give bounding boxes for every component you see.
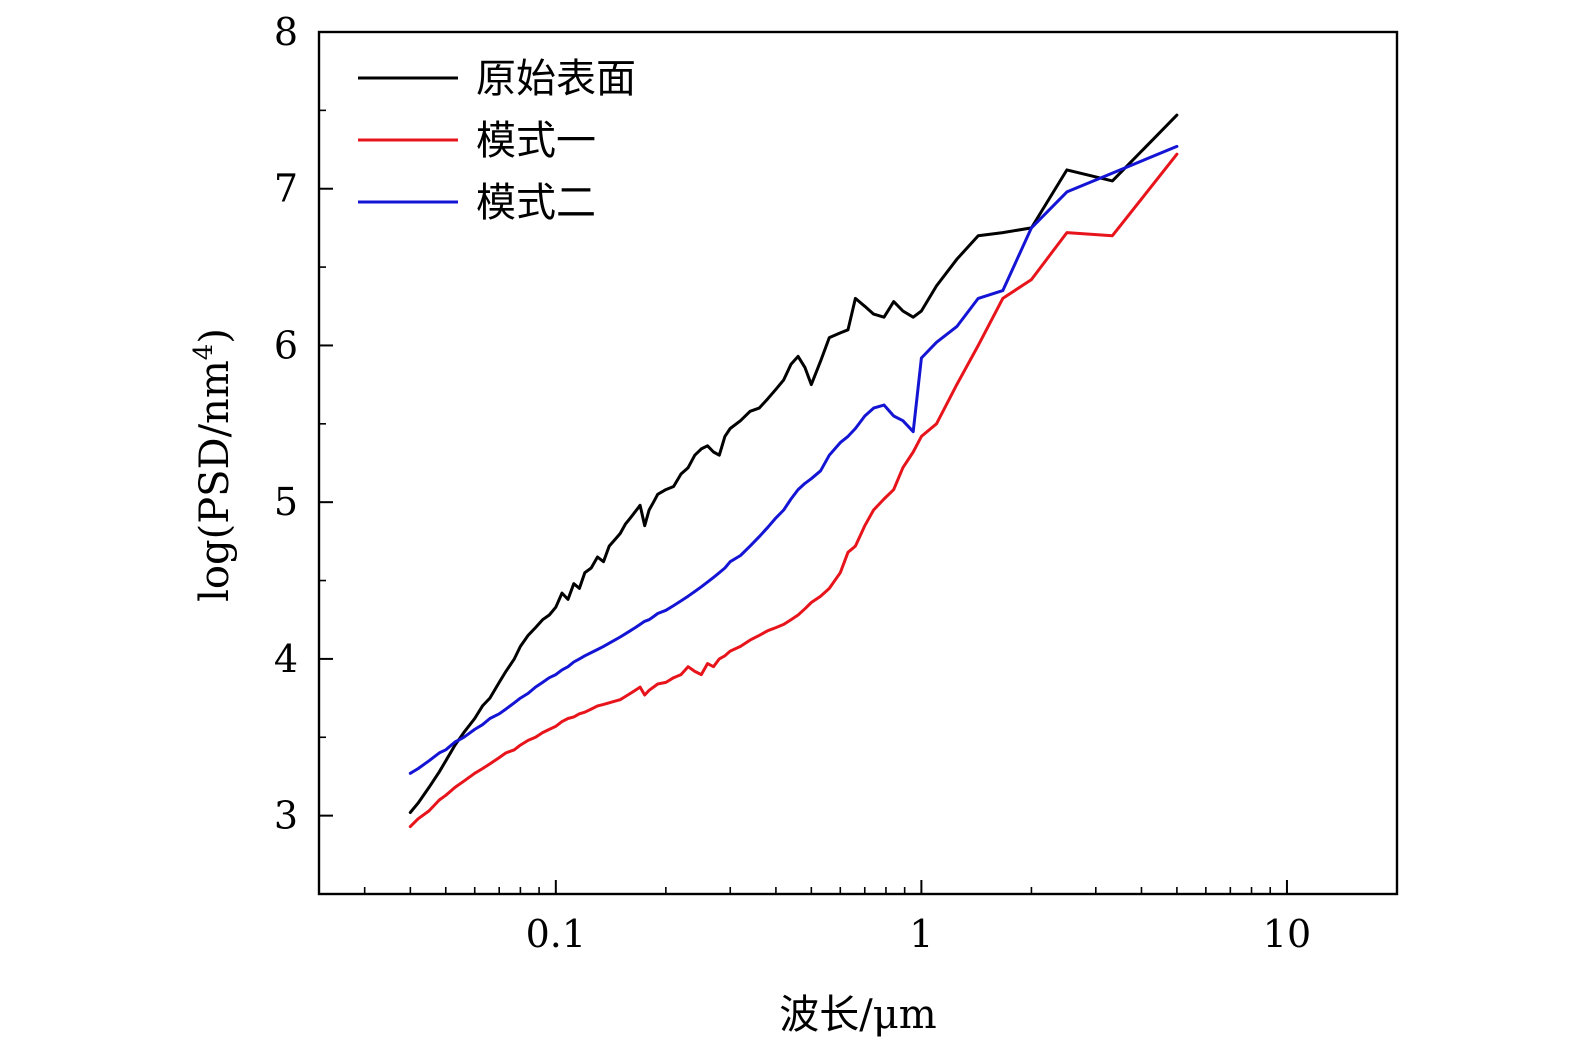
y-tick-label: 8 [274,10,298,54]
x-tick-label: 10 [1263,912,1311,956]
y-axis-title-close: ) [192,328,238,344]
plot-frame [317,30,1399,896]
y-axis-title-main: log(PSD/nm [192,360,238,602]
x-tick-label: 1 [909,912,933,956]
series-line-3 [408,144,1179,775]
x-tick-label: 0.1 [526,912,586,956]
tick-layer [319,31,1288,895]
series-line-2 [408,152,1179,829]
y-axis-title-superscript: 4 [189,344,219,361]
y-tick-label: 4 [274,637,298,681]
legend-label-3: 模式二 [476,180,596,226]
y-tick-label: 6 [274,323,298,367]
series-line-1 [408,113,1179,814]
y-tick-label: 5 [274,480,298,524]
x-axis-title: 波长/μm [779,992,936,1038]
y-tick-label: 3 [274,794,298,838]
y-tick-label: 7 [274,167,298,211]
y-axis-title: log(PSD/nm4) [189,328,238,602]
legend-label-2: 模式一 [476,118,596,164]
legend-label-1: 原始表面 [476,56,636,102]
series-layer [408,113,1179,829]
label-layer: 0.1 1 10 3 4 5 6 7 8 [274,10,1311,956]
